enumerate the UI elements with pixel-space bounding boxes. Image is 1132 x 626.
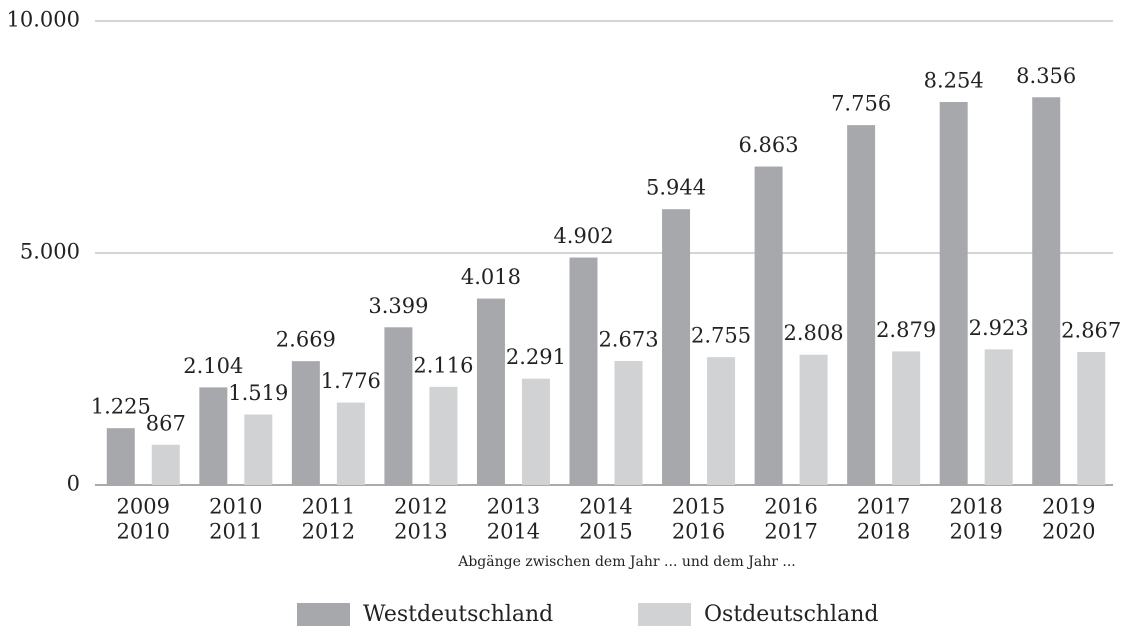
x-tick-label: 2012 bbox=[394, 495, 447, 519]
x-tick-label: 2016 bbox=[672, 520, 725, 544]
x-tick-label: 2016 bbox=[764, 495, 817, 519]
value-label: 2.808 bbox=[784, 321, 844, 345]
bar bbox=[662, 209, 691, 485]
value-label: 2.867 bbox=[1061, 318, 1121, 342]
bar bbox=[1032, 97, 1061, 485]
x-tick-label: 2015 bbox=[579, 520, 632, 544]
value-label: 1.519 bbox=[228, 381, 288, 405]
legend-swatch bbox=[638, 603, 691, 626]
value-label: 4.018 bbox=[461, 265, 521, 289]
bar bbox=[476, 298, 505, 485]
bar bbox=[429, 386, 458, 485]
x-tick-label: 2013 bbox=[394, 520, 447, 544]
legend-swatch bbox=[297, 603, 350, 626]
x-tick-label: 2011 bbox=[209, 520, 262, 544]
x-tick-label: 2011 bbox=[302, 495, 355, 519]
value-label: 2.669 bbox=[276, 328, 336, 352]
bar bbox=[984, 349, 1013, 485]
y-tick-label: 0 bbox=[67, 472, 80, 496]
x-tick-label: 2017 bbox=[764, 520, 817, 544]
value-label: 8.254 bbox=[924, 69, 984, 93]
bar bbox=[569, 257, 598, 485]
x-tick-label: 2010 bbox=[117, 520, 170, 544]
value-label: 2.116 bbox=[413, 353, 473, 377]
bar bbox=[847, 125, 876, 486]
value-label: 6.863 bbox=[739, 133, 799, 157]
value-label: 2.104 bbox=[183, 354, 243, 378]
value-label: 2.755 bbox=[691, 324, 751, 348]
value-label: 7.756 bbox=[831, 92, 891, 116]
x-axis-label: Abgänge zwischen dem Jahr ... und dem Ja… bbox=[457, 554, 796, 570]
value-label: 5.944 bbox=[646, 176, 706, 200]
bar bbox=[291, 361, 320, 485]
value-label: 1.225 bbox=[91, 395, 151, 419]
bar bbox=[939, 102, 968, 485]
x-tick-label: 2014 bbox=[487, 520, 540, 544]
x-tick-label: 2019 bbox=[1042, 495, 1095, 519]
legend-label: Ostdeutschland bbox=[704, 602, 878, 626]
x-tick-label: 2018 bbox=[857, 520, 910, 544]
bar bbox=[892, 351, 921, 485]
legend-label: Westdeutschland bbox=[363, 602, 553, 626]
x-tick-label: 2020 bbox=[1042, 520, 1095, 544]
value-label: 2.923 bbox=[969, 316, 1029, 340]
x-tick-label: 2009 bbox=[117, 495, 170, 519]
bar bbox=[707, 357, 736, 485]
x-tick-label: 2015 bbox=[672, 495, 725, 519]
value-label: 3.399 bbox=[368, 294, 428, 318]
bar bbox=[336, 402, 365, 485]
bar bbox=[199, 387, 228, 485]
y-tick-label: 10.000 bbox=[7, 8, 80, 32]
x-tick-label: 2010 bbox=[209, 495, 262, 519]
value-label: 8.356 bbox=[1016, 64, 1076, 88]
x-tick-label: 2012 bbox=[302, 520, 355, 544]
bar bbox=[151, 444, 180, 485]
bar bbox=[1077, 351, 1106, 485]
x-tick-label: 2013 bbox=[487, 495, 540, 519]
bar bbox=[244, 414, 273, 485]
bar bbox=[521, 378, 550, 485]
y-tick-label: 5.000 bbox=[20, 240, 80, 264]
x-tick-label: 2018 bbox=[949, 495, 1002, 519]
value-label: 4.902 bbox=[553, 224, 613, 248]
bar bbox=[384, 327, 413, 485]
bar bbox=[614, 360, 643, 485]
bar bbox=[106, 428, 135, 485]
x-tick-label: 2019 bbox=[949, 520, 1002, 544]
x-tick-label: 2014 bbox=[579, 495, 632, 519]
value-label: 2.291 bbox=[506, 345, 566, 369]
value-label: 2.673 bbox=[598, 327, 658, 351]
value-label: 2.879 bbox=[876, 318, 936, 342]
bar bbox=[799, 354, 828, 485]
x-tick-label: 2017 bbox=[857, 495, 910, 519]
bar bbox=[754, 166, 783, 485]
value-label: 867 bbox=[146, 411, 186, 435]
value-label: 1.776 bbox=[321, 369, 381, 393]
